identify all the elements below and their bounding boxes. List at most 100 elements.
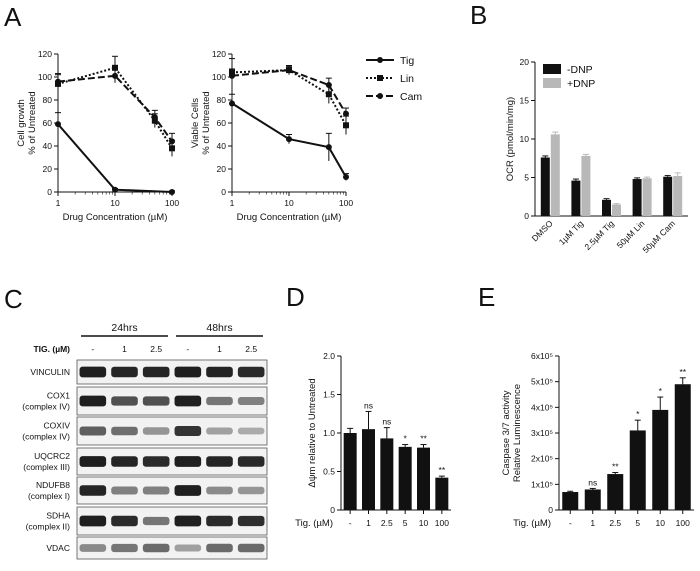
blot-lane-label: 2.5 xyxy=(245,344,257,354)
significance-label: ns xyxy=(364,400,373,410)
series-cam-point xyxy=(169,138,175,145)
y-tick-label: 100 xyxy=(212,72,226,82)
blot-lane-label: 1 xyxy=(122,344,127,354)
blot-lane-label: 1 xyxy=(217,344,222,354)
y-tick-label: 2x10⁵ xyxy=(531,454,553,464)
x-tick-label: 10 xyxy=(284,198,294,208)
legend-tig-label: Tig xyxy=(400,55,414,67)
series-cam-line xyxy=(231,69,347,115)
x-tick-label: 1µM Tig xyxy=(557,218,586,247)
blot-time-label: 24hrs xyxy=(111,322,137,334)
blot-lane-label: - xyxy=(91,344,94,354)
x-tick-label: 10 xyxy=(419,518,429,528)
legend-swatch xyxy=(543,78,561,88)
y-axis-label: Caspase 3/7 activity xyxy=(501,390,512,475)
y-tick-label: 40 xyxy=(43,141,53,151)
blot-lane-label: 2.5 xyxy=(150,344,162,354)
blot-band xyxy=(142,486,170,495)
y-axis-label: Δψm relative to Untreated xyxy=(307,378,318,487)
blot-row-label: (complex IV) xyxy=(22,402,70,412)
chart-d-membrane-potential: 0 0.5 1.0 1.5 2.0 - ns 1 ns 2.5 * 5 ** 10 ** 100 Tig. (µ… xyxy=(295,351,451,529)
y-tick-label: 120 xyxy=(212,49,226,59)
bar xyxy=(602,199,611,216)
x-tick-label: 2.5 xyxy=(609,518,621,528)
bar xyxy=(629,430,646,510)
series-tig-point xyxy=(169,189,175,195)
series-cam-line xyxy=(57,74,173,142)
blot-row-label: COXIV xyxy=(44,421,71,431)
blot-row-label: (complex III) xyxy=(23,462,70,472)
blot-band xyxy=(79,395,107,407)
blot-band xyxy=(174,425,202,437)
series-tig-point xyxy=(112,186,118,193)
blot-band xyxy=(142,427,170,435)
blot-band xyxy=(142,543,170,553)
bar xyxy=(584,489,601,510)
legend-cam-label: Cam xyxy=(400,91,422,103)
bar xyxy=(398,446,412,510)
series-lin-point xyxy=(112,64,118,71)
blot-band xyxy=(206,515,233,527)
significance-label: ns xyxy=(588,477,597,487)
y-tick-label: 5 xyxy=(524,173,529,183)
bar xyxy=(612,204,621,216)
blot-band xyxy=(237,366,265,378)
bar xyxy=(632,179,642,216)
x-tick-label: 1 xyxy=(366,518,371,528)
x-tick-label: 5 xyxy=(635,518,640,528)
legend-label: +DNP xyxy=(567,78,595,90)
blot-band xyxy=(174,395,202,407)
blot-band xyxy=(79,485,107,496)
series-cam-point xyxy=(55,78,61,85)
x-tick-label: 100 xyxy=(339,198,353,208)
blot-band xyxy=(206,543,233,553)
panel-letter-e: E xyxy=(478,282,495,312)
blot-band xyxy=(237,543,265,553)
y-axis-label: % of Untreated xyxy=(201,91,212,154)
series-lin-line xyxy=(231,69,347,126)
legend-lin-label: Lin xyxy=(400,73,414,85)
series-lin-line xyxy=(57,66,173,149)
blot-row-label: (complex I) xyxy=(28,491,70,501)
x-tick-label: 2.5µM Tig xyxy=(582,218,616,252)
y-tick-label: 80 xyxy=(43,95,53,105)
blot-band xyxy=(206,456,233,467)
bar xyxy=(562,492,579,510)
blot-band xyxy=(174,366,202,378)
blot-band xyxy=(237,515,265,527)
legend-swatch xyxy=(543,64,561,74)
series-cam-point xyxy=(151,114,158,121)
blot-row-label: COX1 xyxy=(47,391,70,401)
x-tick-label: 5 xyxy=(403,518,408,528)
panel-letter-c: C xyxy=(4,284,23,314)
series-cam-point xyxy=(229,72,235,79)
x-tick-label: 100 xyxy=(435,518,449,528)
x-tick-label: 1 xyxy=(56,198,61,208)
blot-band xyxy=(142,516,170,526)
blot-band xyxy=(111,486,138,495)
series-cam-point xyxy=(286,67,292,74)
blot-band xyxy=(174,544,202,552)
blot-band xyxy=(79,544,107,552)
series-cam-point xyxy=(325,82,332,89)
x-axis-label: Drug Concentration (µM) xyxy=(63,212,168,223)
significance-label: ** xyxy=(420,434,427,444)
y-tick-label: 1x10⁵ xyxy=(531,479,553,489)
x-axis-title: Tig. (µM) xyxy=(295,518,333,529)
y-tick-label: 0 xyxy=(330,505,335,515)
blot-band xyxy=(142,366,170,378)
blot-band xyxy=(111,543,138,553)
blot-band xyxy=(237,397,265,405)
blot-band xyxy=(174,515,202,527)
blot-row-label: UQCRC2 xyxy=(34,451,70,461)
bar xyxy=(540,157,550,216)
y-tick-label: 5x10⁵ xyxy=(531,377,553,387)
y-tick-label: 0.5 xyxy=(323,467,335,477)
blot-strip xyxy=(76,359,268,385)
series-tig-point xyxy=(286,136,292,143)
y-tick-label: 1.0 xyxy=(323,428,335,438)
blot-condition-title: TIG. (µM) xyxy=(33,344,70,354)
blot-band xyxy=(237,486,265,495)
bar xyxy=(362,429,375,510)
